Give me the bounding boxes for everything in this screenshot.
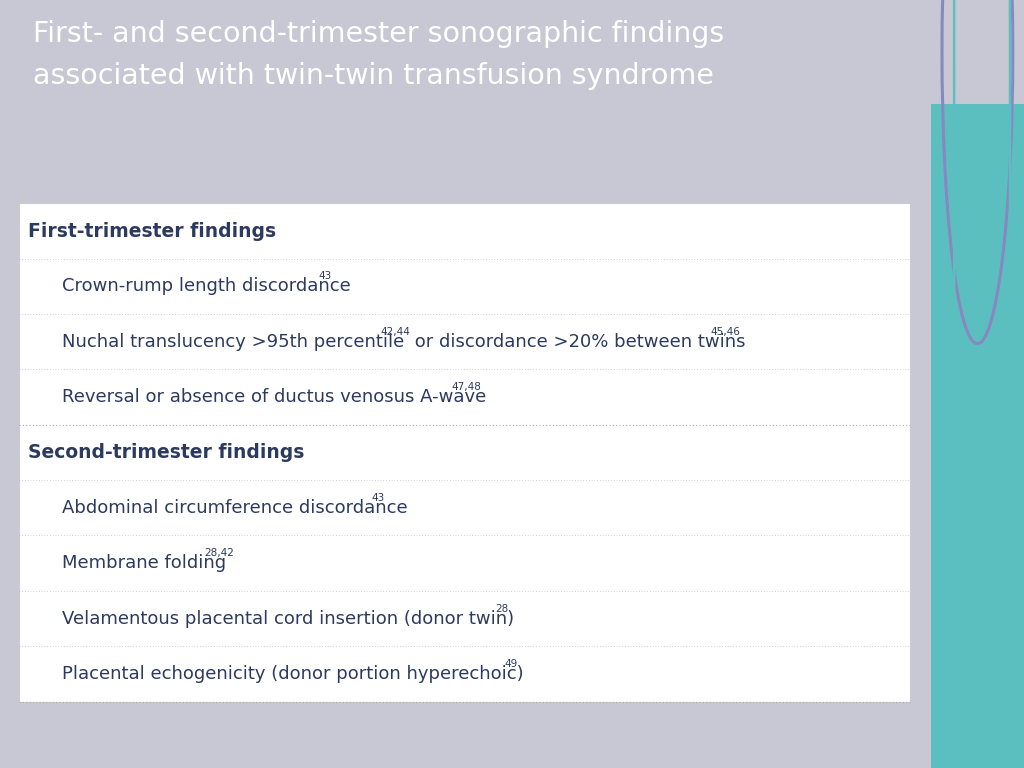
Text: 43: 43	[318, 271, 332, 281]
Text: 42,44: 42,44	[381, 326, 411, 336]
Text: Reversal or absence of ductus venosus A-wave: Reversal or absence of ductus venosus A-…	[62, 388, 486, 406]
FancyBboxPatch shape	[931, 104, 1024, 768]
Text: Crown-rump length discordance: Crown-rump length discordance	[62, 277, 351, 296]
Text: Velamentous placental cord insertion (donor twin): Velamentous placental cord insertion (do…	[62, 610, 514, 627]
Text: First- and second-trimester sonographic findings: First- and second-trimester sonographic …	[33, 20, 724, 48]
Text: associated with twin-twin transfusion syndrome: associated with twin-twin transfusion sy…	[33, 61, 714, 90]
Text: Membrane folding: Membrane folding	[62, 554, 226, 572]
Text: 45,46: 45,46	[710, 326, 740, 336]
Text: Second-trimester findings: Second-trimester findings	[28, 443, 304, 462]
Text: 49: 49	[505, 659, 518, 669]
FancyBboxPatch shape	[18, 204, 910, 702]
Text: Abdominal circumference discordance: Abdominal circumference discordance	[62, 498, 408, 517]
Text: Nuchal translucency >95th percentile: Nuchal translucency >95th percentile	[62, 333, 404, 351]
Text: Placental echogenicity (donor portion hyperechoic): Placental echogenicity (donor portion hy…	[62, 665, 524, 683]
Text: 47,48: 47,48	[452, 382, 481, 392]
Text: 28: 28	[496, 604, 509, 614]
Text: First-trimester findings: First-trimester findings	[28, 221, 276, 240]
Text: 28,42: 28,42	[204, 548, 233, 558]
Text: or discordance >20% between twins: or discordance >20% between twins	[410, 333, 745, 351]
Text: 43: 43	[372, 493, 385, 503]
